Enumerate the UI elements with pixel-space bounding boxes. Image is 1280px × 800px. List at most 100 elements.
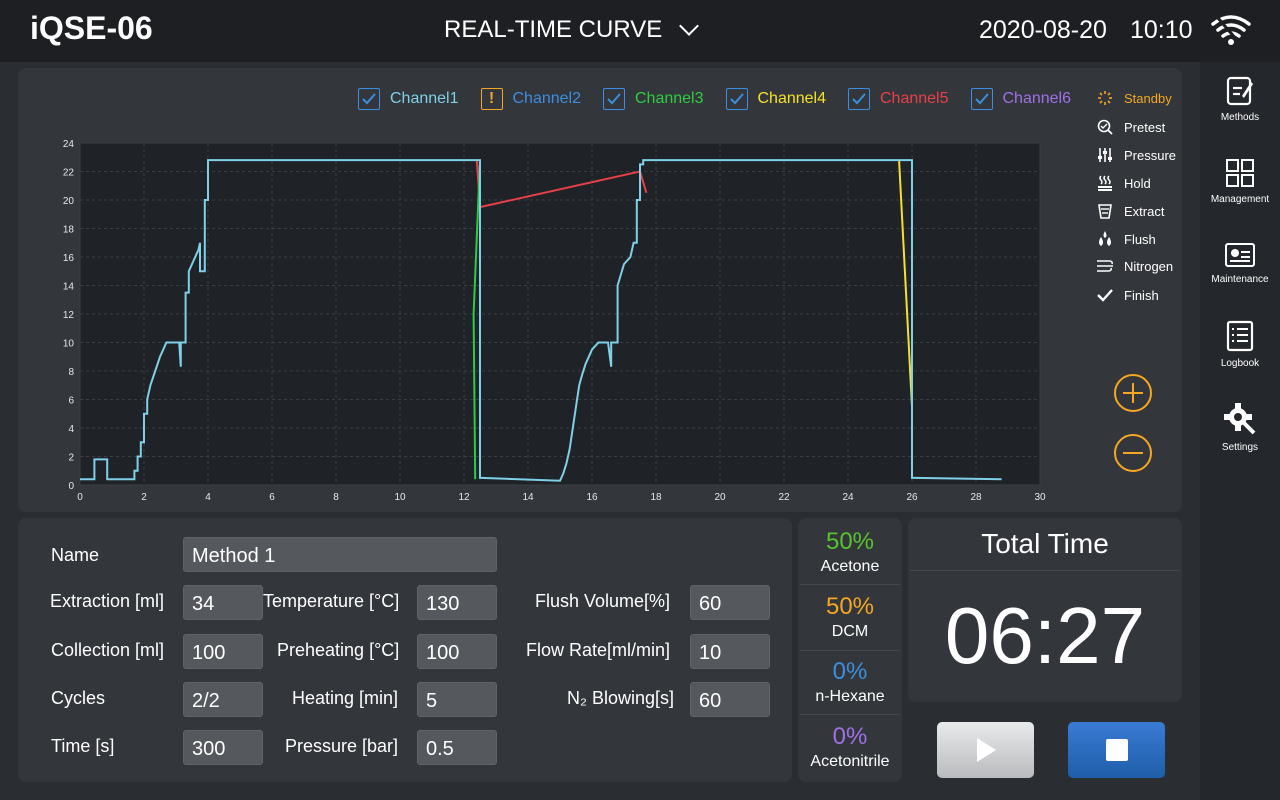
field-label: Heating [min] [292, 688, 399, 708]
divider [800, 714, 900, 715]
sidebar-item-label: Management [1210, 194, 1270, 205]
y-tick-label: 18 [63, 225, 75, 236]
checkbox-checked-icon [970, 88, 993, 110]
app-logo: iQSE-06 [30, 10, 153, 46]
divider [910, 570, 1180, 571]
logbook-icon [1226, 320, 1254, 352]
y-tick-label: 16 [63, 253, 75, 264]
series-line [80, 159, 1002, 482]
solvent-name: Acetonitrile [810, 753, 890, 770]
x-tick-label: 16 [586, 492, 598, 503]
channel-legend: Channel1 ! Channel2 Channel3 Channel4 Ch… [358, 86, 1071, 112]
channel4-toggle[interactable]: Channel4 [725, 86, 827, 112]
channel1-toggle[interactable]: Channel1 [358, 86, 459, 112]
nitrogen-icon [1096, 257, 1114, 275]
sidebar-item-management[interactable]: Management [1200, 158, 1280, 205]
x-tick-label: 6 [269, 492, 275, 503]
time-field[interactable]: 300 [183, 730, 263, 765]
channel2-toggle[interactable]: ! Channel2 [480, 86, 582, 112]
sidebar-item-methods[interactable]: Methods [1200, 76, 1280, 123]
method-name-field[interactable]: Method 1 [183, 537, 497, 572]
field-label: Cycles [51, 688, 106, 708]
status-pretest: Pretest [1096, 116, 1165, 138]
clock-display: 10:10 [1130, 16, 1193, 44]
channel3-toggle[interactable]: Channel3 [603, 86, 704, 112]
field-label: Flush Volume[%] [535, 591, 671, 611]
start-button[interactable] [937, 722, 1034, 778]
warning-icon: ! [480, 88, 503, 110]
temperature-field[interactable]: 130 [417, 585, 497, 620]
methods-icon [1226, 76, 1253, 106]
play-icon [976, 738, 996, 762]
pressure-field[interactable]: 0.5 [417, 730, 497, 765]
channel5-toggle[interactable]: Channel5 [848, 86, 949, 112]
status-extract: Extract [1096, 200, 1164, 222]
management-icon [1226, 159, 1254, 187]
heating-field[interactable]: 5 [417, 682, 497, 717]
x-tick-label: 2 [141, 492, 147, 503]
checkbox-checked-icon [848, 88, 870, 110]
extraction-field[interactable]: 34 [183, 585, 263, 620]
sidebar-item-maintenance[interactable]: Maintenance [1200, 242, 1280, 285]
field-label: Extraction [ml] [50, 591, 165, 611]
series-line [472, 160, 481, 480]
solvent-name: DCM [831, 623, 869, 640]
real-time-chart: 0 2 4 6 8 10 12 14 16 18 20 22 24 26 28 300246810121416… [63, 140, 1046, 503]
stop-icon [1105, 739, 1128, 761]
wifi-icon [1211, 15, 1251, 47]
solvent-acetonitrile: 0% Acetonitrile [798, 723, 902, 771]
top-bar: iQSE-06 REAL-TIME CURVE 2020-08-20 10:10 [0, 0, 1280, 62]
y-tick-label: 0 [68, 481, 74, 492]
divider [800, 650, 900, 651]
channel6-label: Channel6 [1002, 90, 1072, 107]
x-tick-label: 12 [458, 492, 470, 503]
field-label: Flow Rate[ml/min] [526, 640, 671, 660]
status-pressure: Pressure [1096, 144, 1176, 166]
stop-button[interactable] [1068, 722, 1165, 778]
status-finish: Finish [1096, 284, 1159, 306]
view-selector[interactable]: REAL-TIME CURVE [444, 16, 700, 44]
y-tick-label: 20 [63, 196, 75, 207]
sidebar: Methods Management Maintenance Logbook [1200, 62, 1280, 800]
pressure-icon [1096, 146, 1114, 164]
channel1-label: Channel1 [390, 90, 459, 107]
collection-field[interactable]: 100 [183, 634, 263, 669]
field-label: Time [s] [51, 736, 115, 756]
n2-blowing-field[interactable]: 60 [690, 682, 770, 717]
sidebar-item-settings[interactable]: Settings [1200, 402, 1280, 453]
channel4-label: Channel4 [757, 90, 827, 107]
x-tick-label: 24 [842, 492, 854, 503]
checkbox-checked-icon [603, 88, 625, 110]
y-tick-label: 2 [68, 453, 74, 464]
zoom-in-button[interactable] [1114, 374, 1152, 412]
status-nitrogen: Nitrogen [1096, 255, 1173, 277]
x-tick-label: 8 [333, 492, 339, 503]
cycles-field[interactable]: 2/2 [183, 682, 263, 717]
y-tick-label: 22 [63, 168, 75, 179]
checkbox-checked-icon [725, 88, 748, 110]
x-tick-label: 0 [77, 492, 83, 503]
sidebar-item-logbook[interactable]: Logbook [1200, 320, 1280, 369]
flush-volume-field[interactable]: 60 [690, 585, 770, 620]
flow-rate-field[interactable]: 10 [690, 634, 770, 669]
channel3-label: Channel3 [635, 90, 704, 107]
extract-icon [1096, 202, 1114, 220]
total-time-panel [908, 518, 1182, 702]
preheating-field[interactable]: 100 [417, 634, 497, 669]
solvent-name: Acetone [820, 558, 880, 575]
y-tick-label: 6 [68, 396, 74, 407]
field-label: Preheating [°C] [277, 640, 400, 660]
x-tick-label: 18 [650, 492, 662, 503]
settings-icon [1224, 403, 1256, 435]
flush-icon [1096, 230, 1114, 248]
y-tick-label: 24 [63, 140, 75, 150]
channel2-label: Channel2 [512, 90, 582, 107]
x-tick-label: 20 [714, 492, 726, 503]
solvent-dcm: 50% DCM [798, 593, 902, 641]
channel6-toggle[interactable]: Channel6 [970, 86, 1072, 112]
y-tick-label: 8 [68, 367, 74, 378]
x-tick-label: 22 [778, 492, 790, 503]
x-tick-label: 28 [970, 492, 982, 503]
zoom-out-button[interactable] [1114, 434, 1152, 472]
solvent-acetone: 50% Acetone [798, 528, 902, 576]
